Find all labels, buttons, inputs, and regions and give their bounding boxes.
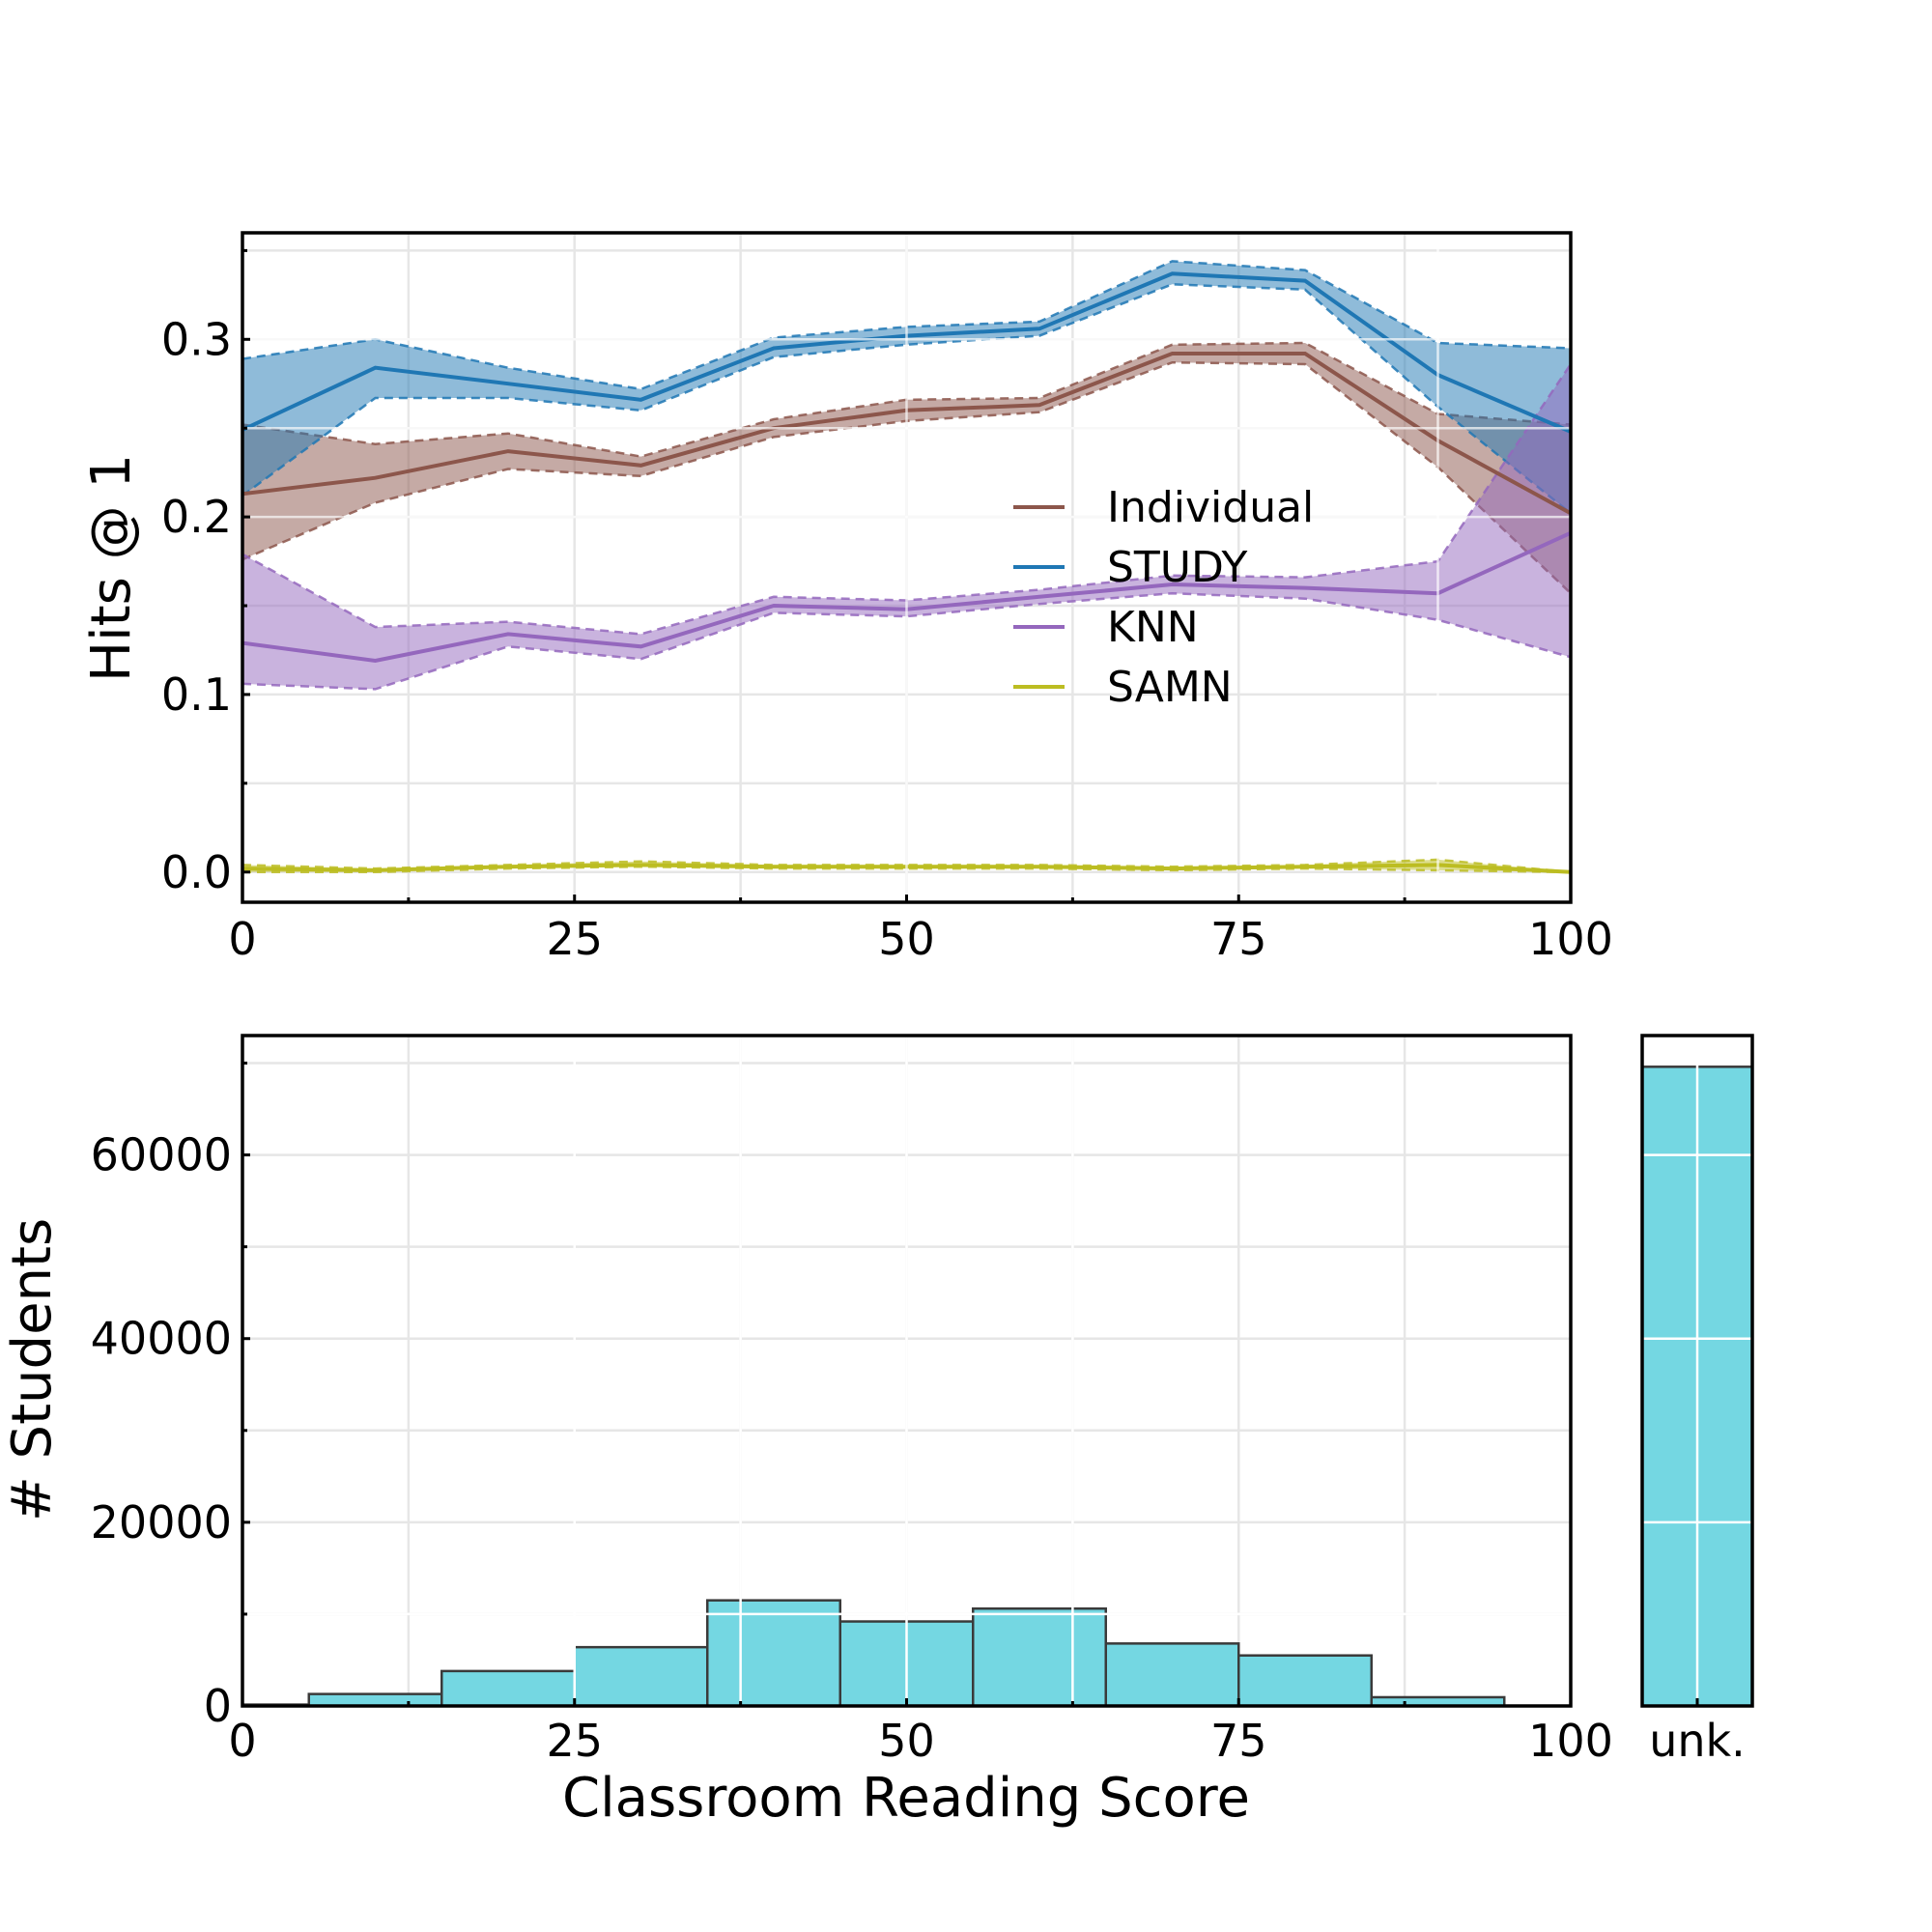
knn-band <box>242 364 1571 690</box>
hist-bar <box>972 1606 1107 1708</box>
legend: Individual STUDY KNN SAMN <box>1013 483 1314 712</box>
top-x-tick-label: 0 <box>228 913 256 965</box>
hist-grid-overlay <box>242 1036 1571 1706</box>
legend-samn-label: SAMN <box>1107 663 1233 712</box>
hist-y-tick-label: 60000 <box>91 1129 232 1181</box>
hist-bar <box>573 1645 709 1708</box>
knn-lower-bound <box>242 591 1572 691</box>
top-y-tick-label: 0.0 <box>161 846 232 898</box>
unk-ticks: unk. <box>1649 1698 1746 1767</box>
legend-individual-label: Individual <box>1107 483 1314 532</box>
top-x-tick-label: 100 <box>1528 913 1613 965</box>
top-y-tick-label: 0.1 <box>161 668 232 721</box>
hist-y-tick-label: 0 <box>204 1680 232 1732</box>
top-x-tick-label: 75 <box>1210 913 1267 965</box>
hits-line-chart: 0 25 50 75 100 0.0 0.1 0.2 0.3 Hits @ 1 Individu… <box>80 231 1613 965</box>
hist-x-tick-label: 50 <box>878 1715 935 1767</box>
hist-x-tick-label: 75 <box>1210 1715 1267 1767</box>
unk-grid-overlay <box>1642 1036 1752 1706</box>
hist-y-tick-label: 20000 <box>91 1496 232 1548</box>
legend-study-label: STUDY <box>1107 543 1247 592</box>
top-x-tick-label: 50 <box>878 913 935 965</box>
hist-bars <box>241 1599 1506 1708</box>
hist-x-tick-label: 100 <box>1528 1715 1613 1767</box>
study-upper-bound <box>242 260 1572 391</box>
hist-bar <box>1237 1654 1373 1708</box>
top-ticks: 0 25 50 75 100 0.0 0.1 0.2 0.3 <box>161 248 1613 965</box>
hist-y-tick-label: 40000 <box>91 1313 232 1365</box>
hist-x-tick-label: 0 <box>228 1715 256 1767</box>
hist-bar <box>440 1669 576 1708</box>
top-x-tick-label: 25 <box>546 913 603 965</box>
study-band <box>242 261 1571 514</box>
hist-y-axis-title: # Students <box>1 1218 64 1521</box>
hist-bar <box>706 1599 841 1708</box>
hist-x-tick-label: 25 <box>546 1715 603 1767</box>
legend-knn-label: KNN <box>1107 603 1199 652</box>
study-lower-bound <box>242 283 1572 515</box>
reading-score-histogram: 0 25 50 75 100 0 20000 40000 60000 Classroom Rea… <box>1 1034 1613 1830</box>
hist-bar <box>307 1692 443 1708</box>
unknown-score-bar-chart: unk. <box>1640 1034 1754 1767</box>
top-y-tick-label: 0.3 <box>161 313 232 365</box>
hist-bar <box>1104 1642 1240 1708</box>
hist-ticks: 0 25 50 75 100 0 20000 40000 60000 <box>91 1062 1613 1767</box>
top-y-axis-title: Hits @ 1 <box>80 454 143 682</box>
hist-x-axis-title: Classroom Reading Score <box>562 1767 1250 1830</box>
top-grid-overlay <box>242 233 1571 902</box>
top-y-tick-label: 0.2 <box>161 491 232 543</box>
unk-x-tick-label: unk. <box>1649 1715 1746 1767</box>
